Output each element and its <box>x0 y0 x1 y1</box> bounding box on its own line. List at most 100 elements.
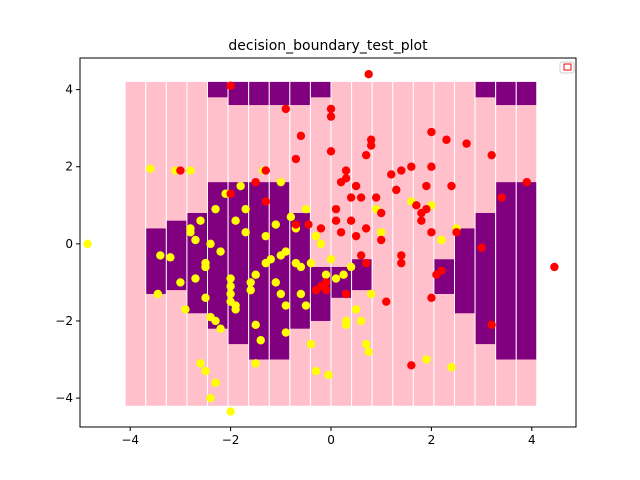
region-cell-predicted <box>249 81 269 106</box>
scatter-point-series-0 <box>296 289 306 299</box>
scatter-point-series-1 <box>346 216 356 225</box>
scatter-point-series-1 <box>366 135 376 144</box>
scatter-point-series-0 <box>296 262 306 272</box>
scatter-point-series-0 <box>281 328 291 337</box>
region-cell <box>125 81 146 406</box>
scatter-point-series-1 <box>377 208 386 218</box>
x-axis: −4 −2 0 2 4 <box>121 427 536 447</box>
scatter-point-series-0 <box>166 253 175 262</box>
scatter-point-series-0 <box>276 289 286 299</box>
scatter-point-series-1 <box>422 181 431 191</box>
region-cell-predicted <box>146 228 166 294</box>
scatter-point-series-1 <box>447 181 456 191</box>
legend[interactable] <box>559 61 575 74</box>
scatter-point-series-0 <box>321 270 331 279</box>
scatter-point-series-1 <box>331 204 341 214</box>
scatter-point-series-1 <box>377 235 386 245</box>
region-cell-predicted <box>496 182 516 360</box>
scatter-point-series-0 <box>181 305 190 314</box>
scatter-point-series-0 <box>311 231 321 241</box>
scatter-point-series-0 <box>422 355 431 364</box>
scatter-point-series-0 <box>211 378 220 387</box>
scatter-point-series-1 <box>442 135 451 144</box>
scatter-point-series-1 <box>366 141 376 150</box>
x-tick-label: 4 <box>528 433 536 447</box>
scatter-point-series-0 <box>226 289 235 299</box>
scatter-point-series-0 <box>346 262 356 272</box>
scatter-point-series-0 <box>326 255 336 264</box>
scatter-point-series-0 <box>311 366 321 376</box>
scatter-point-series-1 <box>326 112 336 121</box>
y-tick-label: −2 <box>55 314 73 328</box>
scatter-point-series-1 <box>550 262 559 272</box>
scatter-point-series-0 <box>366 289 376 299</box>
scatter-point-series-1 <box>321 285 331 295</box>
scatter-point-series-0 <box>156 251 165 260</box>
x-tick-label: −2 <box>222 433 240 447</box>
scatter-point-series-0 <box>226 282 235 291</box>
scatter-point-series-1 <box>397 251 406 260</box>
region-cell-predicted <box>475 81 496 98</box>
scatter-point-series-0 <box>276 251 286 260</box>
scatter-point-series-0 <box>211 316 220 326</box>
scatter-point-series-0 <box>196 216 205 225</box>
scatter-point-series-0 <box>196 359 205 368</box>
scatter-point-series-1 <box>417 216 426 225</box>
scatter-point-series-0 <box>231 305 240 314</box>
region-cell-predicted <box>310 81 331 98</box>
scatter-point-series-0 <box>226 274 235 283</box>
scatter-point-series-0 <box>211 204 220 214</box>
scatter-point-series-1 <box>291 220 301 229</box>
scatter-point-series-1 <box>326 147 336 156</box>
scatter-point-series-1 <box>226 81 235 90</box>
scatter-point-series-0 <box>271 220 280 229</box>
scatter-point-series-1 <box>364 69 373 79</box>
scatter-point-series-0 <box>201 262 210 272</box>
scatter-point-series-1 <box>361 258 371 268</box>
scatter-point-series-1 <box>397 258 406 268</box>
scatter-point-series-0 <box>271 278 280 287</box>
scatter-point-series-1 <box>427 228 436 237</box>
scatter-point-series-1 <box>452 228 461 237</box>
y-tick-label: 0 <box>65 237 73 251</box>
region-cell-predicted <box>208 81 228 98</box>
scatter-point-series-0 <box>241 204 250 214</box>
decision-regions <box>125 81 538 406</box>
region-cell-predicted <box>290 81 310 106</box>
scatter-point-series-1 <box>336 228 346 237</box>
scatter-point-series-0 <box>286 212 296 222</box>
scatter-point-series-1 <box>291 154 301 164</box>
scatter-point-series-1 <box>341 174 351 183</box>
scatter-point-series-0 <box>306 339 316 349</box>
scatter-point-series-1 <box>382 297 391 306</box>
scatter-point-series-0 <box>301 204 311 214</box>
scatter-point-series-1 <box>407 361 416 370</box>
scatter-point-series-1 <box>356 251 366 260</box>
scatter-point-series-0 <box>261 258 270 268</box>
scatter-point-series-1 <box>304 220 313 229</box>
x-tick-label: 0 <box>327 433 335 447</box>
region-cell <box>393 81 413 406</box>
scatter-point-series-1 <box>427 127 436 137</box>
region-cell-predicted <box>249 182 269 360</box>
scatter-point-series-1 <box>281 104 291 114</box>
scatter-point-series-1 <box>176 166 185 175</box>
scatter-point-series-1 <box>341 166 351 175</box>
scatter-point-series-0 <box>361 339 371 349</box>
scatter-point-series-0 <box>241 228 250 237</box>
scatter-point-series-0 <box>246 278 255 287</box>
scatter-point-series-1 <box>351 181 361 191</box>
scatter-point-series-1 <box>437 266 446 276</box>
y-tick-label: 4 <box>65 83 73 97</box>
scatter-point-series-1 <box>226 189 235 198</box>
scatter-point-series-1 <box>316 224 326 233</box>
scatter-point-series-1 <box>356 193 366 202</box>
chart-title: decision_boundary_test_plot <box>228 38 428 54</box>
scatter-point-series-1 <box>341 289 351 299</box>
scatter-point-series-0 <box>246 285 255 295</box>
legend-swatch <box>563 63 572 71</box>
scatter-point-series-1 <box>412 201 421 210</box>
region-cell <box>434 81 455 406</box>
scatter-point-series-1 <box>397 166 406 175</box>
scatter-point-series-0 <box>83 239 92 249</box>
